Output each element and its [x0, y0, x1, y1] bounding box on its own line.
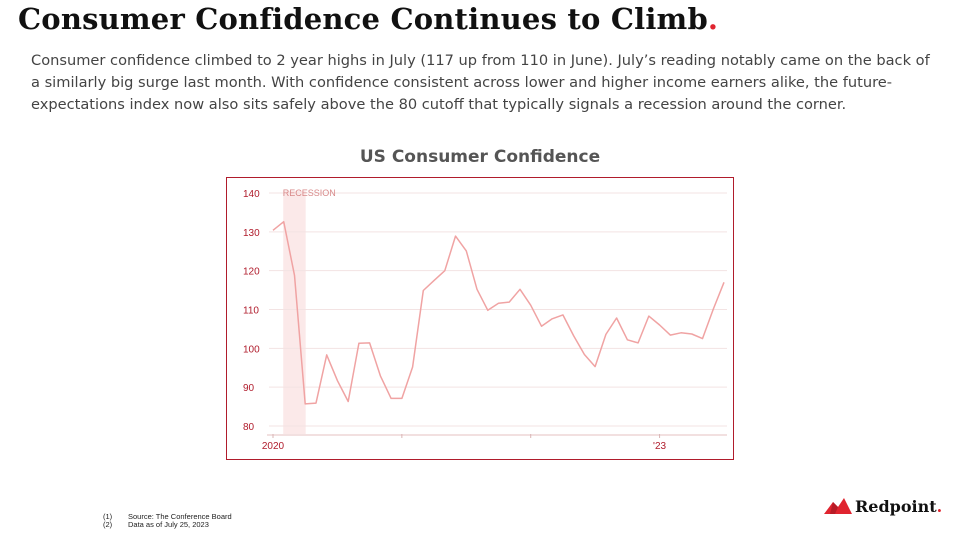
- footnote-number: (1): [103, 512, 113, 521]
- y-tick-label: 140: [243, 189, 260, 200]
- brand-name: Redpoint: [855, 496, 937, 516]
- y-tick-label: 130: [243, 228, 260, 239]
- summary-paragraph: Consumer confidence climbed to 2 year hi…: [31, 52, 930, 113]
- chart-title: US Consumer Confidence: [359, 147, 601, 167]
- redpoint-mountain-icon: [824, 498, 852, 514]
- brand-dot: .: [936, 496, 943, 516]
- y-tick-label: 110: [243, 306, 259, 317]
- consumer-confidence-chart: 80 90 100 110 120 130 140 2020 '23 RECESSION: [243, 188, 727, 452]
- footnotes: (1) Source: The Conference Board (2) Data …: [103, 513, 232, 529]
- chart-frame: 80 90 100 110 120 130 140 2020 '23 RECESSION: [226, 177, 734, 460]
- recession-annotation: RECESSION: [283, 188, 336, 198]
- x-tick-label: '23: [653, 441, 666, 452]
- footnote-1: (1) Source: The Conference Board: [103, 513, 232, 521]
- x-tick-label: 2020: [262, 441, 285, 452]
- y-tick-label: 80: [243, 422, 255, 433]
- y-tick-label: 100: [243, 344, 260, 355]
- title-accent-dot: .: [707, 2, 719, 36]
- page-title: Consumer Confidence Continues to Climb.: [18, 2, 718, 36]
- footnote-text: Data as of July 25, 2023: [128, 520, 209, 529]
- recession-shade: [283, 191, 306, 434]
- footnote-number: (2): [103, 520, 113, 529]
- brand-logo: Redpoint.: [824, 496, 942, 516]
- footnote-text: Source: The Conference Board: [128, 512, 232, 521]
- title-text: Consumer Confidence Continues to Climb: [18, 2, 708, 36]
- y-tick-label: 90: [243, 383, 255, 394]
- series-line: [272, 220, 725, 405]
- footnote-2: (2) Data as of July 25, 2023: [103, 521, 232, 529]
- y-tick-label: 120: [243, 267, 260, 278]
